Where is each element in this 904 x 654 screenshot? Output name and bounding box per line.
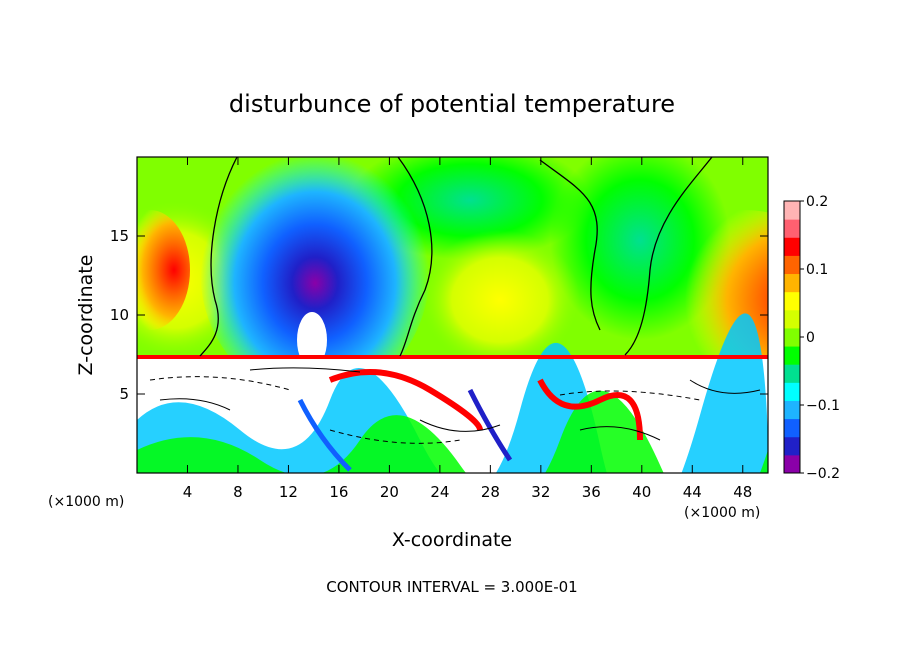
x-tick-label: 20	[380, 483, 399, 501]
contour-interval-note: CONTOUR INTERVAL = 3.000E-01	[326, 578, 577, 596]
colorbar-tick-label: 0.1	[806, 262, 828, 278]
colorbar-swatch	[784, 436, 800, 456]
x-tick-label: 28	[481, 483, 500, 501]
contour-line-dashed	[149, 376, 701, 444]
x-unit-left: (×1000 m)	[48, 494, 124, 510]
x-tick-label: 16	[329, 483, 348, 501]
contour-line	[539, 159, 601, 331]
plot-area	[137, 157, 768, 473]
y-axis: 5 10 15	[110, 227, 768, 403]
x-axis-label: X-coordinate	[392, 529, 512, 551]
colorbar-tick-label: 0	[806, 330, 815, 346]
x-tick-label: 44	[683, 483, 702, 501]
colorbar-swatch	[784, 255, 800, 275]
colorbar-swatch	[784, 291, 800, 311]
x-tick-label: 32	[531, 483, 550, 501]
field-region-white-core	[297, 312, 327, 368]
chart-title: disturbunce of potential temperature	[229, 90, 675, 118]
colorbar-tick-label: −0.1	[806, 398, 840, 414]
contour-line	[159, 367, 761, 441]
x-unit-right: (×1000 m)	[684, 505, 760, 521]
y-tick-label: 15	[110, 227, 129, 245]
y-axis-label: Z-coordinate	[75, 255, 97, 376]
x-tick-label: 40	[632, 483, 651, 501]
colorbar-swatch	[784, 346, 800, 365]
field-region-blue-plume	[200, 157, 430, 400]
colorbar-swatch	[784, 454, 800, 474]
colorbar-swatch	[784, 309, 800, 329]
y-tick-label: 5	[119, 385, 129, 403]
field-lower-band	[328, 369, 483, 431]
colorbar-swatch	[784, 418, 800, 438]
colorbar-swatch	[784, 364, 800, 383]
colorbar-swatch	[784, 382, 800, 401]
colorbar-swatch	[784, 201, 800, 220]
x-tick-label: 8	[233, 483, 243, 501]
field-lower-band	[297, 398, 352, 472]
x-tick-label: 48	[733, 483, 752, 501]
colorbar-swatch	[784, 400, 800, 420]
colorbar-tick-label: 0.2	[806, 194, 828, 210]
field-region-orange-left	[137, 210, 190, 330]
field-inversion-line	[137, 355, 768, 359]
field-lower-band	[467, 388, 513, 462]
contour-line	[199, 157, 238, 357]
x-axis: 4 8 12 16 20 24 28 32 36 40 44 48	[183, 157, 752, 501]
field-region-yellow-center	[420, 230, 580, 370]
x-tick-label: 36	[582, 483, 601, 501]
x-tick-label: 12	[279, 483, 298, 501]
colorbar-swatch	[784, 219, 800, 238]
field-lower-band	[537, 378, 643, 441]
y-tick-label: 10	[110, 306, 129, 324]
field-lower-band	[137, 390, 768, 473]
contour-line	[624, 157, 713, 356]
x-tick-label: 4	[183, 483, 193, 501]
contour-line	[397, 157, 433, 357]
colorbar-swatch	[784, 237, 800, 256]
colorbar-swatch	[784, 273, 800, 293]
colorbar-swatch	[784, 327, 800, 347]
x-tick-label: 24	[430, 483, 449, 501]
colorbar: 0.2 0.1 0 −0.1 −0.2	[783, 194, 840, 482]
colorbar-tick-label: −0.2	[806, 466, 840, 482]
